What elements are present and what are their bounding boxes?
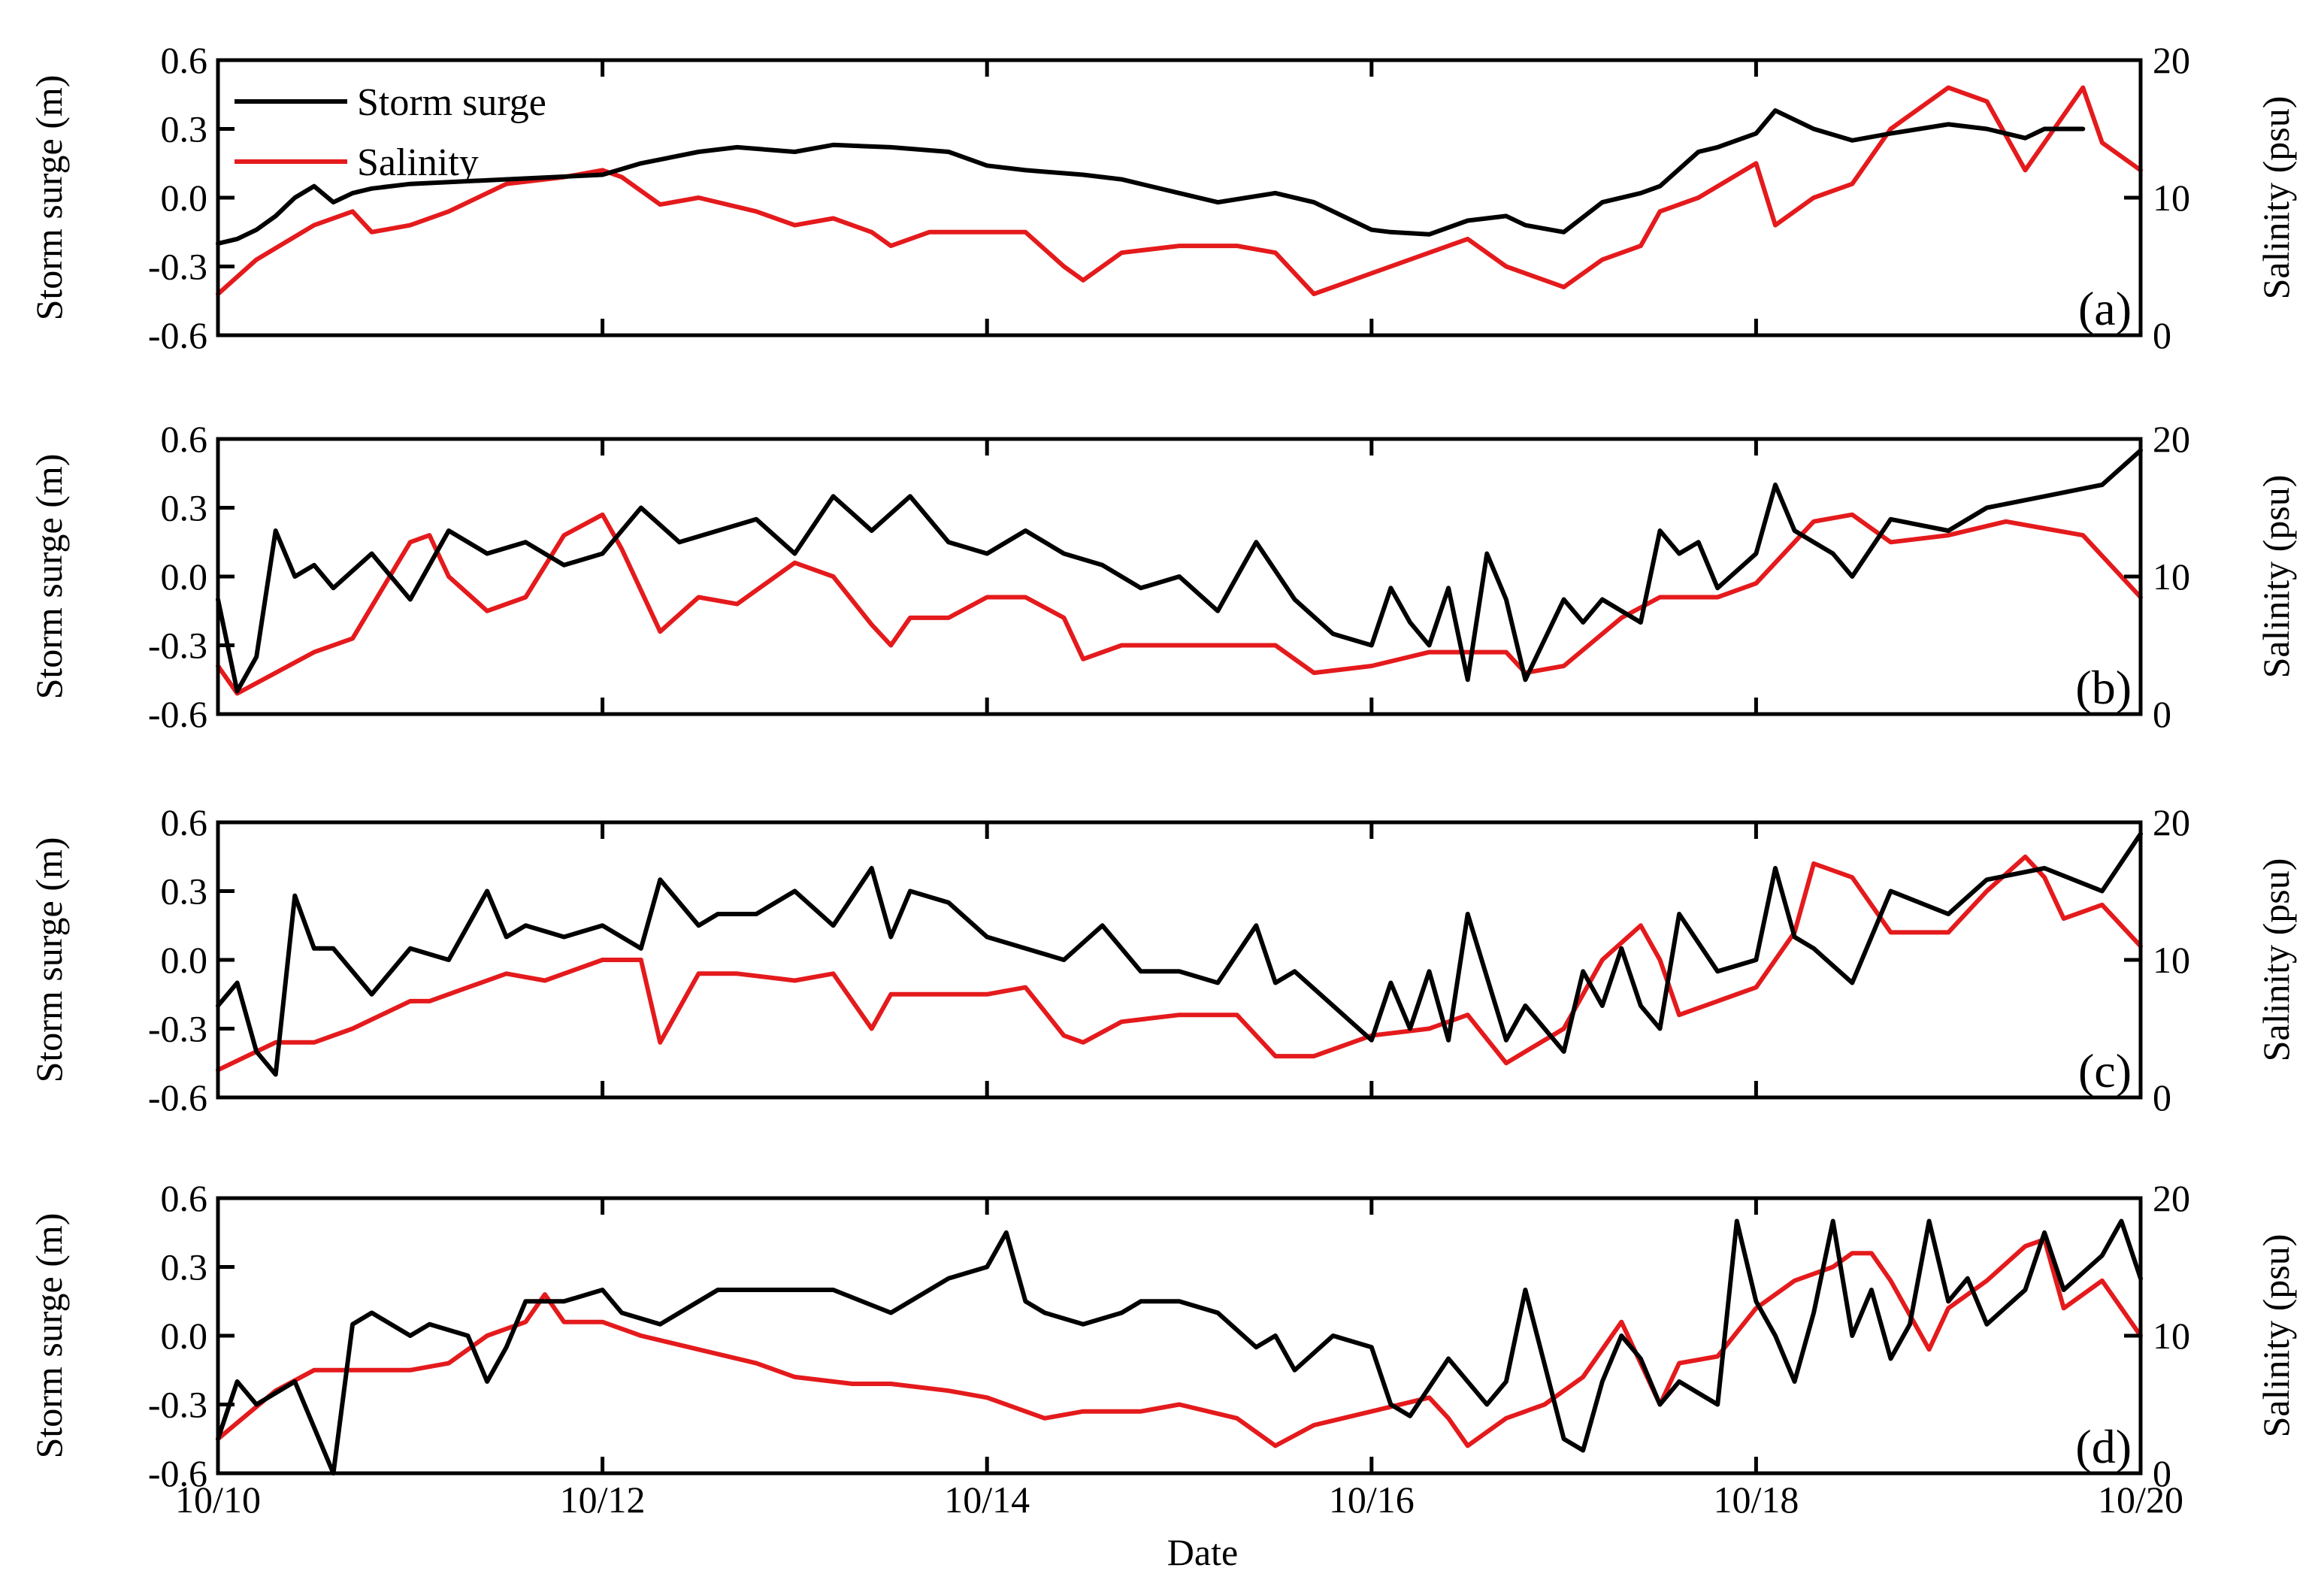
panels: 0.6 0.3 0.0 -0.3 -0.6 20 10 0 Storm surge (m) Sal… [28,39,2297,1521]
left-axis-title: Storm surge (m) [28,75,70,321]
right-tick-label: 0 [2153,693,2171,735]
left-tick-label: 0.0 [161,177,208,219]
panel-a: 0.6 0.3 0.0 -0.3 -0.6 20 10 0 Storm surge (m) Sal… [28,39,2297,356]
storm-surge-line [216,448,2143,694]
right-axis-title: Salinity (psu) [2255,475,2297,679]
panel-label: (b) [2075,661,2132,714]
left-tick-label: -0.6 [148,1452,207,1494]
x-tick-label: 10/18 [1713,1479,1799,1521]
left-tick-label: -0.3 [148,625,207,667]
salinity-line [216,512,2143,696]
legend-label-storm-surge: Storm surge [357,81,546,124]
right-tick-label: 10 [2153,555,2190,598]
panel-label: (a) [2078,282,2132,335]
left-tick-label: 0.6 [161,1177,208,1219]
plot-frame [216,820,2143,1100]
storm-surge-line [216,831,2143,1077]
right-axis-title: Salinity (psu) [2255,858,2297,1062]
right-tick-label: 20 [2153,1177,2190,1219]
left-axis-title: Storm surge (m) [28,1213,70,1459]
panel-d: 10/10 10/12 10/14 10/16 10/18 10/20 0.6 0.3 0.0 -… [28,1177,2297,1521]
left-tick-label: -0.6 [148,693,207,735]
legend-label-salinity: Salinity [357,141,479,184]
x-axis-title: Date [1167,1531,1238,1573]
panel-label: (c) [2078,1044,2132,1097]
left-tick-label: 0.0 [161,1315,208,1357]
right-tick-label: 0 [2153,1076,2171,1118]
left-tick-label: -0.3 [148,1008,207,1050]
panel-c: 0.6 0.3 0.0 -0.3 -0.6 20 10 0 Storm surge (m) Sal… [28,801,2297,1118]
right-tick-label: 20 [2153,801,2190,843]
left-tick-label: 0.6 [161,801,208,843]
left-tick-label: 0.3 [161,1246,208,1288]
left-tick-label: 0.3 [161,870,208,913]
right-tick-label: 20 [2153,418,2190,460]
right-axis-title: Salinity (psu) [2255,1234,2297,1438]
x-tick-label: 10/12 [560,1479,646,1521]
right-tick-label: 0 [2153,1452,2171,1494]
legend: Storm surge Salinity [235,81,546,184]
left-tick-label: -0.6 [148,314,207,356]
x-tick-label: 10/10 [175,1479,261,1521]
right-tick-label: 10 [2153,1315,2190,1357]
panel-label: (d) [2075,1420,2132,1473]
salinity-line [216,1236,2143,1448]
storm-surge-line [216,108,2086,246]
left-axis-title: Storm surge (m) [28,837,70,1083]
left-tick-label: 0.0 [161,939,208,981]
salinity-line [216,854,2143,1073]
x-tick-label: 10/20 [2098,1479,2183,1521]
left-tick-label: 0.3 [161,487,208,529]
right-tick-label: 0 [2153,314,2171,356]
left-tick-label: -0.3 [148,246,207,288]
x-tick-label: 10/14 [944,1479,1030,1521]
right-tick-label: 10 [2153,939,2190,981]
panel-b: 0.6 0.3 0.0 -0.3 -0.6 20 10 0 Storm surge (m) Sal… [28,418,2297,735]
right-tick-label: 10 [2153,177,2190,219]
right-axis-title: Salinity (psu) [2255,96,2297,300]
left-tick-label: -0.6 [148,1076,207,1118]
left-tick-label: 0.3 [161,108,208,150]
left-tick-label: -0.3 [148,1384,207,1426]
x-tick-label: 10/16 [1329,1479,1415,1521]
left-tick-label: 0.6 [161,418,208,460]
left-axis-title: Storm surge (m) [28,454,70,700]
left-tick-label: 0.6 [161,39,208,81]
storm-surge-line [216,1218,2143,1476]
left-tick-label: 0.0 [161,555,208,598]
right-tick-label: 20 [2153,39,2190,81]
